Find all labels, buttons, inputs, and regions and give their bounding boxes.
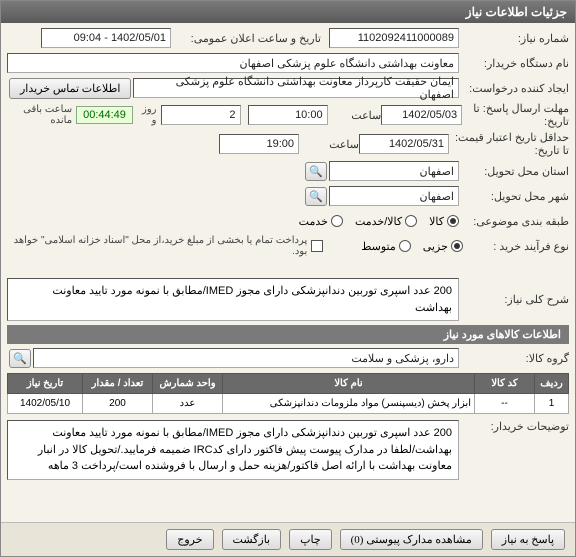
city-label: شهر محل تحویل: (459, 190, 569, 203)
buyer-desc-label: توضیحات خریدار: (459, 420, 569, 433)
city-field: اصفهان (329, 186, 459, 206)
back-button[interactable]: بازگشت (222, 529, 282, 550)
price-validity-label: حداقل تاریخ اعتبار قیمت: تا تاریخ: (449, 131, 569, 157)
radio-minor-label: جزیی (423, 240, 448, 253)
desc-label: شرح کلی نیاز: (459, 293, 569, 306)
payment-note: پرداخت تمام یا بخشی از مبلغ خرید،از محل … (7, 235, 307, 257)
radio-dot-icon (451, 240, 463, 252)
process-radio-group: جزیی متوسط (323, 240, 463, 253)
col-row: ردیف (535, 374, 569, 394)
row-city: شهر محل تحویل: اصفهان 🔍 (7, 185, 569, 207)
price-validity-time-label: ساعت (299, 138, 359, 151)
buyer-field: معاونت بهداشتی دانشگاه علوم پزشکی اصفهان (7, 53, 459, 73)
row-need-number: شماره نیاز: 1102092411000089 تاریخ و ساع… (7, 27, 569, 49)
category-label: طبقه بندی موضوعی: (459, 215, 569, 228)
cell-qty: 200 (83, 394, 153, 414)
row-category: طبقه بندی موضوعی: کالا کالا/خدمت خدمت (7, 210, 569, 232)
time-remaining-field: 00:44:49 (76, 106, 133, 124)
category-radio-group: کالا کالا/خدمت خدمت (7, 215, 459, 228)
process-type-label: نوع فرآیند خرید : (463, 240, 569, 253)
search-icon: 🔍 (309, 165, 323, 178)
row-province: استان محل تحویل: اصفهان 🔍 (7, 160, 569, 182)
radio-minor[interactable]: جزیی (423, 240, 463, 253)
buyer-label: نام دستگاه خریدار: (459, 57, 569, 70)
window-title: جزئیات اطلاعات نیاز (466, 5, 567, 19)
creator-label: ایجاد کننده درخواست: (459, 82, 569, 95)
desc-field: 200 عدد اسپری توربین دندانپزشکی دارای مج… (7, 278, 459, 321)
radio-service[interactable]: خدمت (299, 215, 343, 228)
row-description: شرح کلی نیاز: 200 عدد اسپری توربین دندان… (7, 278, 569, 321)
radio-dot-icon (447, 215, 459, 227)
cell-unit: عدد (153, 394, 223, 414)
row-creator: ایجاد کننده درخواست: ایمان حقیقت کارپردا… (7, 77, 569, 99)
radio-dot-icon (331, 215, 343, 227)
search-icon: 🔍 (13, 352, 27, 365)
row-process-type: نوع فرآیند خرید : جزیی متوسط پرداخت تمام… (7, 235, 569, 257)
city-lookup-button[interactable]: 🔍 (305, 187, 327, 206)
need-number-field: 1102092411000089 (329, 28, 459, 48)
radio-medium-label: متوسط (361, 240, 396, 253)
col-qty: تعداد / مقدار (83, 374, 153, 394)
treasury-checkbox[interactable] (311, 240, 323, 252)
deadline-date-field: 1402/05/03 (381, 105, 462, 125)
content-area: شماره نیاز: 1102092411000089 تاریخ و ساع… (1, 23, 575, 522)
search-icon: 🔍 (309, 190, 323, 203)
deadline-time-label: ساعت (328, 109, 382, 122)
days-label: روز و (137, 104, 157, 126)
row-buyer: نام دستگاه خریدار: معاونت بهداشتی دانشگا… (7, 52, 569, 74)
col-code: کد کالا (475, 374, 535, 394)
group-lookup-button[interactable]: 🔍 (9, 349, 31, 368)
creator-field: ایمان حقیقت کارپرداز معاونت بهداشتی دانش… (133, 78, 459, 98)
items-table: ردیف کد کالا نام کالا واحد شمارش تعداد /… (7, 373, 569, 414)
respond-button[interactable]: پاسخ به نیاز (491, 529, 565, 550)
radio-goods-service-label: کالا/خدمت (355, 215, 402, 228)
radio-goods-label: کالا (429, 215, 444, 228)
window-titlebar: جزئیات اطلاعات نیاز (1, 1, 575, 23)
radio-medium[interactable]: متوسط (361, 240, 411, 253)
deadline-label: مهلت ارسال پاسخ: تا تاریخ: (462, 102, 569, 128)
cell-name: ابزار پخش (دیسپنسر) مواد ملزومات دندانپز… (223, 394, 475, 414)
announce-field: 1402/05/01 - 09:04 (41, 28, 171, 48)
row-price-validity: حداقل تاریخ اعتبار قیمت: تا تاریخ: 1402/… (7, 131, 569, 157)
cell-row: 1 (535, 394, 569, 414)
row-buyer-desc: توضیحات خریدار: 200 عدد اسپری توربین دند… (7, 420, 569, 480)
attachments-button[interactable]: مشاهده مدارک پیوستی (0) (340, 529, 483, 550)
items-section-header: اطلاعات کالاهای مورد نیاز (7, 325, 569, 344)
cell-code: -- (475, 394, 535, 414)
main-window: جزئیات اطلاعات نیاز شماره نیاز: 11020924… (0, 0, 576, 557)
table-header-row: ردیف کد کالا نام کالا واحد شمارش تعداد /… (8, 374, 569, 394)
buyer-desc-field: 200 عدد اسپری توربین دندانپزشکی دارای مج… (7, 420, 459, 480)
radio-goods-service[interactable]: کالا/خدمت (355, 215, 417, 228)
col-date: تاریخ نیاز (8, 374, 83, 394)
col-name: نام کالا (223, 374, 475, 394)
province-label: استان محل تحویل: (459, 165, 569, 178)
exit-button[interactable]: خروج (166, 529, 213, 550)
row-deadline: مهلت ارسال پاسخ: تا تاریخ: 1402/05/03 سا… (7, 102, 569, 128)
row-group: گروه کالا: دارو، پزشکی و سلامت 🔍 (7, 347, 569, 369)
radio-dot-icon (405, 215, 417, 227)
province-lookup-button[interactable]: 🔍 (305, 162, 327, 181)
price-validity-time-field: 19:00 (219, 134, 299, 154)
radio-dot-icon (399, 240, 411, 252)
group-label: گروه کالا: (459, 352, 569, 365)
cell-date: 1402/05/10 (8, 394, 83, 414)
col-unit: واحد شمارش (153, 374, 223, 394)
table-row[interactable]: 1 -- ابزار پخش (دیسپنسر) مواد ملزومات دن… (8, 394, 569, 414)
radio-service-label: خدمت (299, 215, 328, 228)
group-field: دارو، پزشکی و سلامت (33, 348, 459, 368)
announce-label: تاریخ و ساعت اعلان عمومی: (171, 32, 321, 45)
price-validity-date-field: 1402/05/31 (359, 134, 449, 154)
province-field: اصفهان (329, 161, 459, 181)
time-remaining-label: ساعت باقی مانده (7, 104, 72, 126)
need-number-label: شماره نیاز: (459, 32, 569, 45)
days-count-field: 2 (161, 105, 241, 125)
bottom-button-bar: پاسخ به نیاز مشاهده مدارک پیوستی (0) چاپ… (1, 522, 575, 556)
contact-button[interactable]: اطلاعات تماس خریدار (9, 78, 131, 99)
radio-goods[interactable]: کالا (429, 215, 459, 228)
print-button[interactable]: چاپ (289, 529, 332, 550)
deadline-time-field: 10:00 (248, 105, 328, 125)
